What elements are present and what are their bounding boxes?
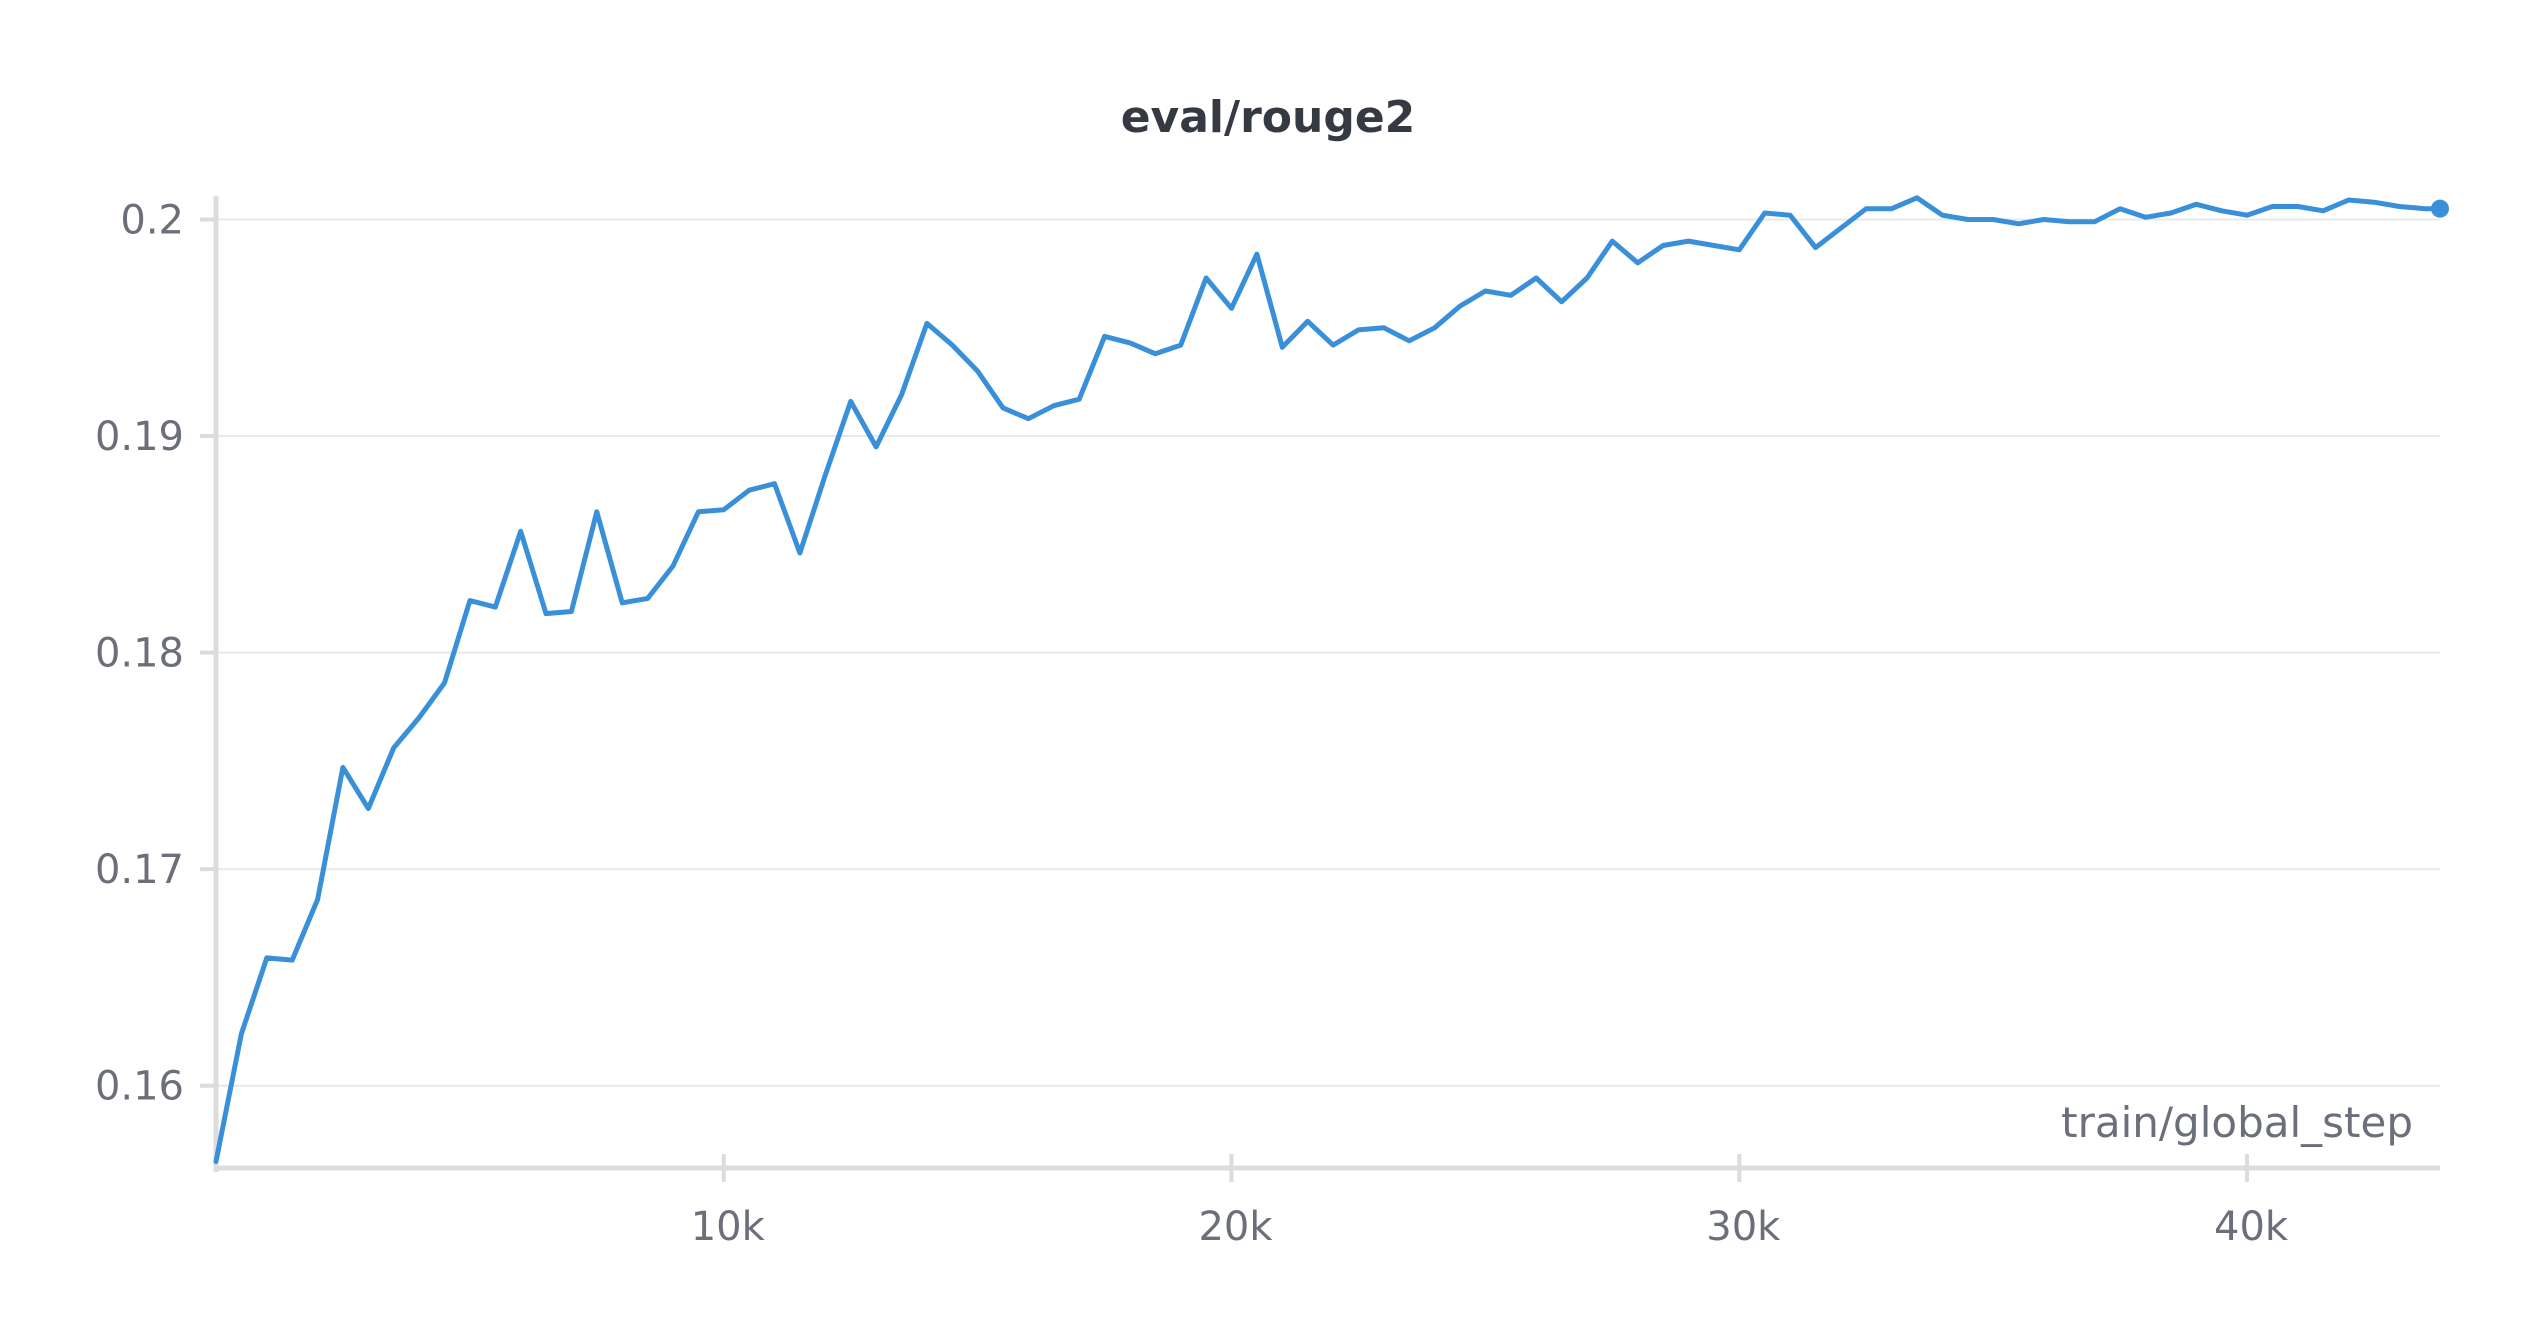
y-tick-label: 0.19 — [95, 414, 184, 460]
series-end-point — [2431, 199, 2449, 218]
grid-lines — [216, 218, 2440, 1087]
x-tick-label: 20k — [1198, 1204, 1273, 1250]
chart-title: eval/rouge2 — [1121, 92, 1416, 143]
x-tick-label: 10k — [691, 1204, 766, 1250]
y-tick-label: 0.2 — [120, 197, 184, 243]
axes — [213, 196, 2440, 1172]
y-tick-label: 0.18 — [95, 631, 184, 677]
series-layer — [213, 195, 2449, 1164]
y-tick-label: 0.17 — [95, 847, 184, 893]
y-axis-ticks: 0.16 0.17 0.18 0.19 0.2 — [95, 197, 216, 1110]
x-axis-ticks: 10k 20k 30k 40k — [691, 1154, 2289, 1250]
x-tick-label: 40k — [2214, 1204, 2289, 1250]
series-line — [213, 195, 2443, 1164]
x-tick-label: 30k — [1706, 1204, 1781, 1250]
y-tick-label: 0.16 — [95, 1064, 184, 1110]
x-axis-label: train/global_step — [2061, 1098, 2413, 1147]
